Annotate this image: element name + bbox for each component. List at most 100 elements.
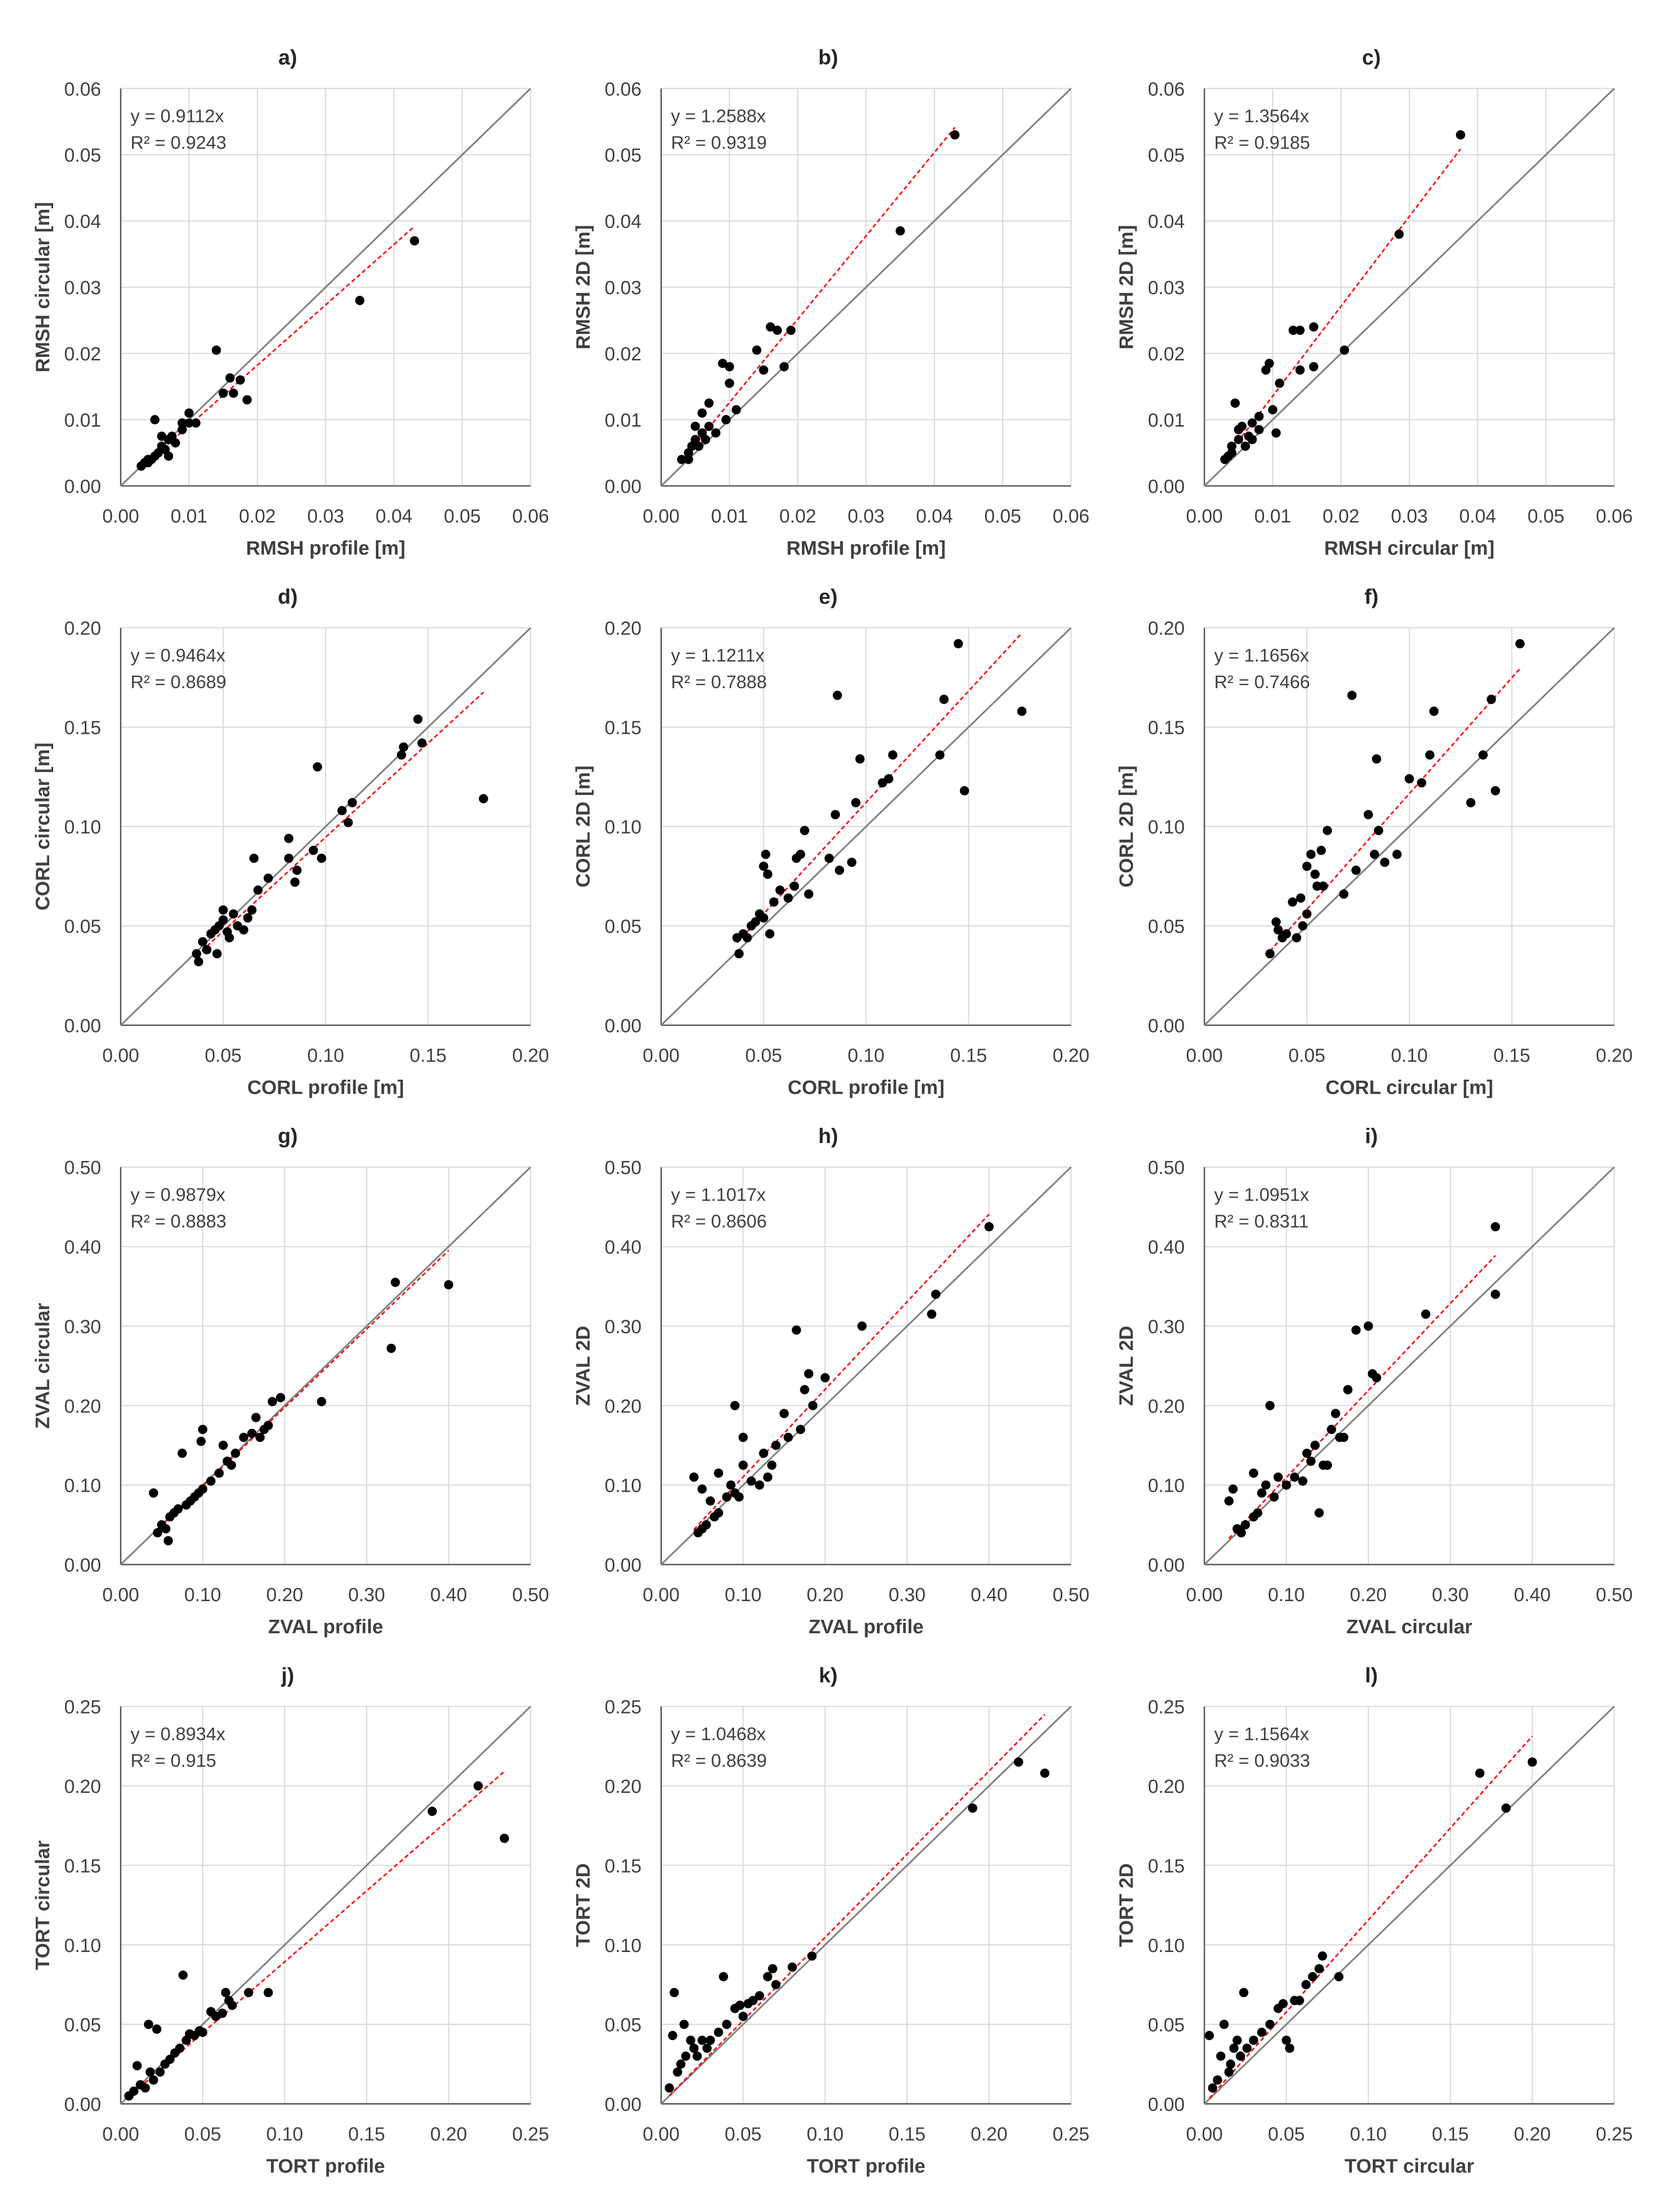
data-point (1285, 2043, 1295, 2053)
x-tick-label: 0.20 (1514, 2124, 1551, 2145)
y-tick-label: 0.30 (1148, 1317, 1184, 1338)
r-squared-label: R² = 0.915 (130, 1750, 216, 1771)
data-point (284, 834, 294, 843)
data-point (672, 2067, 682, 2077)
data-point (950, 130, 960, 140)
x-tick-label: 0.15 (348, 2124, 385, 2145)
data-point (1309, 362, 1319, 371)
data-point (664, 2083, 674, 2093)
y-tick-label: 0.05 (1148, 917, 1184, 938)
data-point (149, 2075, 159, 2085)
y-tick-label: 0.20 (605, 1776, 641, 1797)
data-point (1306, 1456, 1316, 1466)
identity-line (120, 627, 531, 1026)
x-tick-label: 0.00 (102, 506, 139, 527)
data-point (242, 395, 252, 405)
y-tick-label: 0.06 (64, 79, 101, 100)
data-point (807, 1951, 817, 1961)
data-point (184, 408, 194, 418)
r-squared-label: R² = 0.7466 (1214, 672, 1310, 692)
data-point (313, 762, 322, 772)
data-point (1501, 1803, 1511, 1813)
data-point (1219, 2019, 1229, 2029)
data-point (1373, 826, 1383, 835)
data-point (1224, 1496, 1234, 1506)
data-point (1212, 2075, 1222, 2085)
x-tick-label: 0.10 (807, 2124, 844, 2145)
x-tick-label: 0.10 (725, 1585, 761, 1606)
r-squared-label: R² = 0.8689 (130, 672, 226, 692)
x-tick-label: 0.25 (512, 2124, 549, 2145)
data-point (1228, 1484, 1238, 1494)
data-point (706, 1496, 715, 1506)
data-point (694, 441, 704, 451)
x-tick-label: 0.40 (1514, 1585, 1551, 1606)
data-point (225, 373, 235, 383)
data-point (765, 929, 775, 939)
x-tick-label: 0.02 (779, 506, 816, 527)
y-tick-label: 0.00 (1148, 476, 1184, 497)
data-point (796, 849, 805, 859)
data-point (1310, 869, 1320, 879)
data-point (1369, 849, 1379, 859)
y-tick-label: 0.00 (64, 1555, 101, 1576)
data-point (1261, 1480, 1271, 1490)
data-point (1302, 861, 1312, 871)
y-tick-label: 0.15 (1148, 1856, 1184, 1877)
data-point (786, 325, 796, 335)
y-tick-label: 0.20 (1148, 1776, 1184, 1797)
y-axis-label: TORT 2D (573, 1863, 594, 1947)
data-point (191, 418, 201, 428)
data-point (473, 1781, 483, 1791)
data-point (228, 909, 238, 919)
x-tick-label: 0.05 (1268, 2124, 1305, 2145)
data-point (830, 810, 840, 820)
y-tick-label: 0.50 (64, 1157, 101, 1179)
data-point (161, 1524, 171, 1534)
x-tick-label: 0.05 (444, 506, 481, 527)
y-tick-label: 0.00 (605, 1016, 641, 1037)
panel-title: j) (281, 1663, 295, 1687)
trendline (1228, 1255, 1496, 1539)
data-point (771, 1980, 781, 1990)
data-point (1265, 1401, 1275, 1410)
data-point (1298, 921, 1308, 931)
data-point (1248, 418, 1257, 428)
data-point (173, 1504, 183, 1514)
data-point (669, 1988, 679, 1998)
y-tick-label: 0.05 (1148, 145, 1184, 166)
data-point (214, 1468, 224, 1478)
data-point (953, 639, 963, 648)
x-axis-label: TORT circular (1344, 2156, 1474, 2177)
y-tick-label: 0.20 (64, 1776, 101, 1797)
data-point (164, 451, 174, 461)
data-point (228, 388, 238, 398)
trendline (736, 632, 1023, 944)
data-point (1316, 845, 1326, 855)
data-point (164, 1536, 173, 1545)
panel-title: d) (278, 585, 298, 608)
data-point (177, 1449, 187, 1458)
y-tick-label: 0.15 (605, 718, 641, 739)
data-point (711, 428, 721, 438)
y-tick-label: 0.20 (605, 618, 641, 639)
y-tick-label: 0.00 (1148, 2095, 1184, 2116)
data-point (218, 1441, 228, 1450)
y-axis-label: CORL 2D [m] (573, 765, 594, 887)
x-tick-label: 0.20 (512, 1045, 549, 1066)
data-point (1288, 897, 1297, 907)
data-point (725, 378, 734, 388)
data-point (150, 415, 160, 425)
x-tick-label: 0.05 (205, 1045, 241, 1066)
data-point (409, 236, 420, 246)
x-tick-label: 0.03 (848, 506, 884, 527)
x-tick-label: 0.00 (643, 2124, 679, 2145)
x-tick-label: 0.10 (266, 2124, 303, 2145)
data-point (927, 1309, 936, 1319)
data-point (704, 422, 714, 431)
x-tick-label: 0.20 (1350, 1585, 1387, 1606)
data-point (1237, 422, 1247, 431)
data-point (211, 345, 221, 355)
trendline-equation: y = 0.8934x (130, 1724, 225, 1744)
y-tick-label: 0.20 (605, 1396, 641, 1417)
